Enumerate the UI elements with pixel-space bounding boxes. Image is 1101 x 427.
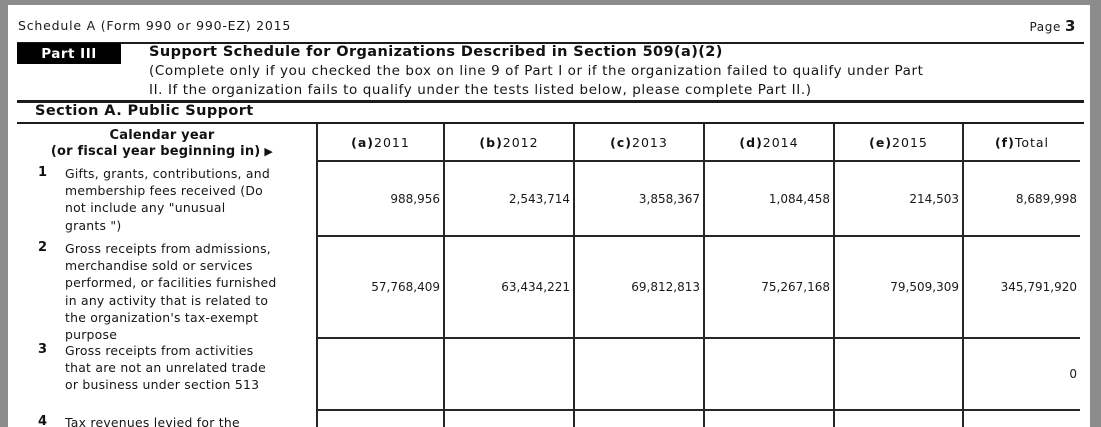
column-prefix: (e) <box>869 134 893 150</box>
column-year: 2015 <box>892 134 928 150</box>
column-year: Total <box>1014 134 1050 150</box>
form-page: Schedule A (Form 990 or 990-EZ) 2015 Pag… <box>8 5 1090 427</box>
column-prefix: (d) <box>739 134 763 150</box>
line-number: 3 <box>38 342 48 357</box>
value-cell-1a: 988,956 <box>316 162 443 237</box>
value-cell-1e: 214,503 <box>833 162 962 237</box>
part-iii-badge: Part III <box>17 43 121 64</box>
value-cell-1d: 1,084,458 <box>703 162 833 237</box>
column-prefix: (c) <box>610 134 633 150</box>
value-cell-4c <box>573 411 703 427</box>
page-number: 3 <box>1064 17 1076 35</box>
column-header-b: (b) 2012 <box>443 124 573 162</box>
public-support-table: Calendar year (or fiscal year beginning … <box>8 124 1080 427</box>
line-number: 1 <box>38 165 48 180</box>
form-title: Schedule A (Form 990 or 990-EZ) 2015 <box>18 18 292 33</box>
value-cell-2f: 345,791,920 <box>962 237 1080 339</box>
value-cell-3d <box>703 339 833 411</box>
part-iii-title: Support Schedule for Organizations Descr… <box>149 44 723 60</box>
column-header-c: (c) 2013 <box>573 124 703 162</box>
column-prefix: (f) <box>994 134 1015 150</box>
value-cell-4e <box>833 411 962 427</box>
part-iii-bottom-rule <box>17 100 1084 103</box>
value-cell-1c: 3,858,367 <box>573 162 703 237</box>
line-number: 4 <box>38 414 48 427</box>
calendar-year-line2-wrap: (or fiscal year beginning in) ▶ <box>51 144 273 160</box>
line-description: Tax revenues levied for the <box>65 415 240 427</box>
line-description: Gross receipts from admissions, merchand… <box>65 241 277 343</box>
value-cell-2c: 69,812,813 <box>573 237 703 339</box>
value-cell-3e <box>833 339 962 411</box>
page-label: Page <box>1029 20 1061 34</box>
value-cell-4b <box>443 411 573 427</box>
section-a-rule <box>17 122 1084 124</box>
value-cell-1f: 8,689,998 <box>962 162 1080 237</box>
calendar-year-line1: Calendar year <box>109 128 215 143</box>
column-prefix: (a) <box>351 134 375 150</box>
column-header-f: (f) Total <box>962 124 1080 162</box>
column-header-a: (a) 2011 <box>316 124 443 162</box>
value-cell-3a <box>316 339 443 411</box>
value-cell-2e: 79,509,309 <box>833 237 962 339</box>
calendar-year-header: Calendar year (or fiscal year beginning … <box>8 124 316 162</box>
row-label-line2: 2 Gross receipts from admissions, mercha… <box>8 237 316 342</box>
column-header-d: (d) 2014 <box>703 124 833 162</box>
column-year: 2012 <box>502 134 539 150</box>
value-cell-1b: 2,543,714 <box>443 162 573 237</box>
line-description: Gross receipts from activities that are … <box>65 343 266 393</box>
value-cell-3c <box>573 339 703 411</box>
row-label-line1: 1 Gifts, grants, contributions, and memb… <box>8 162 316 237</box>
section-a-title: Section A. Public Support <box>35 103 254 119</box>
column-prefix: (b) <box>479 134 503 150</box>
value-cell-2b: 63,434,221 <box>443 237 573 339</box>
value-cell-4d <box>703 411 833 427</box>
value-cell-3f: 0 <box>962 339 1080 411</box>
value-cell-4a <box>316 411 443 427</box>
column-year: 2011 <box>374 134 410 150</box>
part-iii-instructions: (Complete only if you checked the box on… <box>149 63 924 98</box>
column-year: 2013 <box>632 134 668 150</box>
header-rule <box>17 42 1084 44</box>
right-pointer-icon: ▶ <box>264 145 274 158</box>
line-number: 2 <box>38 240 48 255</box>
page-reference: Page 3 <box>1030 17 1077 35</box>
value-cell-2d: 75,267,168 <box>703 237 833 339</box>
value-cell-3b <box>443 339 573 411</box>
row-label-line3: 3 Gross receipts from activities that ar… <box>8 339 316 411</box>
calendar-year-line2: (or fiscal year beginning in) <box>50 144 261 159</box>
line-description: Gifts, grants, contributions, and member… <box>65 166 270 233</box>
row-label-line4: 4 Tax revenues levied for the <box>8 411 316 427</box>
value-cell-4f <box>962 411 1080 427</box>
column-header-e: (e) 2015 <box>833 124 962 162</box>
column-year: 2014 <box>762 134 799 150</box>
value-cell-2a: 57,768,409 <box>316 237 443 339</box>
